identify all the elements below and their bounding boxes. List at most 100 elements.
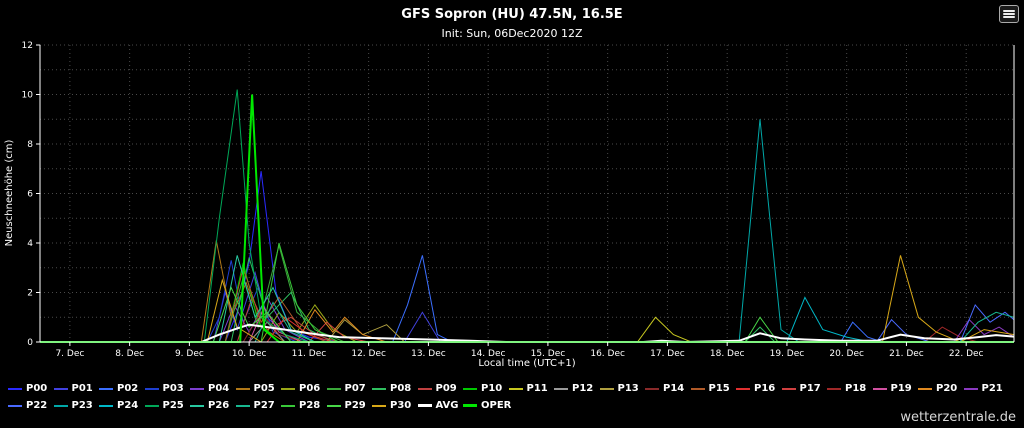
series-P26 (40, 255, 1014, 343)
legend-item-P27: P27 (235, 400, 282, 411)
legend-item-P16: P16 (736, 383, 782, 394)
series-AVG (40, 323, 1015, 344)
series-P21 (40, 318, 1015, 343)
y-tick-label: 12 (22, 41, 33, 51)
series-P10 (40, 262, 1014, 343)
x-tick-label: 7. Dec (55, 349, 84, 359)
legend-label: P05 (253, 383, 275, 394)
legend-label: P14 (663, 383, 685, 394)
legend-item-P22: P22 (8, 400, 54, 411)
legend-label: P18 (845, 383, 867, 394)
series-P24 (40, 296, 1014, 343)
series-P02 (40, 255, 1014, 343)
legend-item-P25: P25 (144, 400, 191, 411)
series-P00 (40, 171, 1014, 343)
legend-swatch-P19 (872, 387, 887, 390)
series-P07 (40, 243, 1014, 343)
series-P30 (40, 255, 1015, 343)
legend-label: P11 (526, 383, 548, 394)
legend-swatch-P17 (781, 387, 796, 390)
hamburger-bar (1003, 16, 1015, 19)
legend-label: P23 (71, 400, 93, 411)
legend-label: P26 (208, 400, 230, 411)
legend-item-P18: P18 (827, 383, 873, 394)
legend-item-P13: P13 (599, 383, 646, 394)
legend-item-P24: P24 (99, 400, 145, 411)
series-P15 (40, 265, 1014, 343)
legend-label: P15 (708, 383, 730, 394)
series-P23 (40, 119, 1014, 343)
legend-item-P15: P15 (690, 383, 737, 394)
legend-swatch-P07 (326, 387, 341, 390)
series-P09 (40, 296, 1014, 343)
x-axis-label: Local time (UTC+1) (478, 358, 576, 369)
legend-label: P20 (936, 383, 958, 394)
legend-item-P20: P20 (918, 383, 964, 394)
legend-swatch-AVG (417, 404, 432, 407)
series-OPER (40, 94, 1014, 343)
series-P03 (40, 260, 1014, 343)
legend-swatch-P29 (326, 404, 341, 407)
hamburger-bar (1003, 12, 1015, 15)
legend-swatch-P14 (645, 387, 659, 390)
y-tick-label: 6 (27, 190, 33, 200)
legend-item-P23: P23 (53, 400, 100, 411)
legend-item-P08: P08 (372, 383, 418, 394)
legend-swatch-P26 (190, 404, 204, 407)
legend-swatch-P08 (372, 387, 386, 390)
legend-label: P12 (572, 383, 594, 394)
series-P11 (40, 316, 1014, 343)
legend-swatch-P30 (372, 404, 386, 407)
series-P25 (40, 89, 1014, 343)
legend-label: P28 (299, 400, 321, 411)
legend-label: P24 (117, 400, 139, 411)
legend-item-P29: P29 (326, 400, 373, 411)
legend-swatch-P04 (190, 387, 204, 390)
x-tick-label: 14. Dec (471, 349, 506, 359)
legend-swatch-P05 (235, 387, 250, 390)
legend-label: P09 (435, 383, 457, 394)
legend-item-P07: P07 (326, 383, 373, 394)
x-tick-label: 20. Dec (829, 349, 864, 359)
series-P08 (40, 257, 1014, 343)
legend-swatch-P11 (508, 387, 523, 390)
y-tick-label: 4 (27, 239, 33, 249)
x-tick-label: 18. Dec (710, 349, 745, 359)
legend-swatch-P22 (8, 404, 22, 407)
legend-item-P10: P10 (463, 383, 509, 394)
legend-swatch-P18 (827, 387, 841, 390)
legend-swatch-P23 (53, 404, 68, 407)
legend-swatch-P10 (463, 387, 477, 390)
legend-label: P21 (981, 383, 1003, 394)
legend-label: P03 (162, 383, 184, 394)
legend-swatch-P27 (235, 404, 250, 407)
y-tick-label: 0 (27, 338, 33, 348)
y-axis-label: Neuschneehöhe (cm) (4, 139, 15, 247)
hamburger-menu-icon[interactable] (999, 5, 1019, 23)
x-tick-label: 22. Dec (949, 349, 984, 359)
legend-label: P17 (799, 383, 821, 394)
legend-item-P09: P09 (417, 383, 464, 394)
x-tick-label: 19. Dec (770, 349, 805, 359)
y-tick-label: 8 (27, 140, 33, 150)
series-P04 (40, 296, 1014, 343)
legend-swatch-P21 (963, 387, 978, 390)
x-tick-label: 15. Dec (531, 349, 566, 359)
legend-item-P28: P28 (281, 400, 327, 411)
series-P13 (40, 318, 1014, 343)
series-P17 (40, 321, 1014, 343)
y-tick-label: 10 (22, 91, 34, 101)
legend-label: AVG (435, 400, 459, 411)
legend-item-P14: P14 (645, 383, 691, 394)
legend-swatch-P02 (99, 387, 113, 390)
legend-item-P17: P17 (781, 383, 828, 394)
legend-swatch-P28 (281, 404, 295, 407)
legend-swatch-P25 (144, 404, 159, 407)
x-tick-label: 8. Dec (115, 349, 144, 359)
x-tick-label: 10. Dec (232, 349, 267, 359)
legend-swatch-P24 (99, 404, 113, 407)
legend: P00 P01 P02 P03 P04 P05 P06 P07 P08 P09 P10 P11 P12 P… (8, 383, 1009, 411)
x-tick-label: 13. Dec (411, 349, 446, 359)
